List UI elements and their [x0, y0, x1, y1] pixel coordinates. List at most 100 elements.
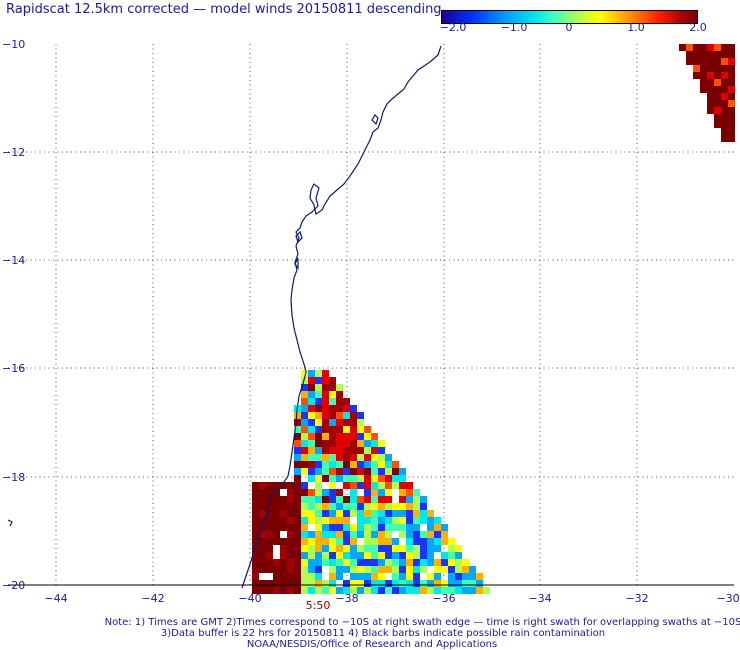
wind-cell — [385, 545, 392, 552]
wind-cell — [434, 559, 441, 566]
wind-cell — [259, 587, 266, 594]
wind-cell — [343, 440, 350, 447]
wind-cell — [343, 398, 350, 405]
wind-cell — [280, 482, 287, 489]
wind-cell — [364, 566, 371, 573]
wind-cell — [350, 496, 357, 503]
wind-cell — [357, 503, 364, 510]
wind-cell — [294, 419, 301, 426]
wind-cell — [350, 440, 357, 447]
wind-cell — [392, 552, 399, 559]
wind-cell — [679, 44, 686, 51]
wind-cell — [266, 524, 273, 531]
wind-cell — [406, 524, 413, 531]
wind-cell — [287, 538, 294, 545]
wind-cell — [329, 461, 336, 468]
wind-cell — [406, 580, 413, 587]
wind-cell — [252, 482, 259, 489]
wind-cell — [343, 552, 350, 559]
wind-cell — [364, 503, 371, 510]
wind-cell — [308, 461, 315, 468]
wind-cell — [350, 482, 357, 489]
wind-cell — [399, 580, 406, 587]
wind-cell — [301, 454, 308, 461]
wind-cell — [728, 44, 735, 51]
wind-cell — [420, 545, 427, 552]
wind-cell — [350, 545, 357, 552]
wind-cell — [336, 433, 343, 440]
wind-cell — [364, 440, 371, 447]
wind-cell — [399, 552, 406, 559]
wind-cell — [371, 545, 378, 552]
wind-cell — [448, 545, 455, 552]
wind-cell — [329, 384, 336, 391]
wind-cell — [294, 524, 301, 531]
wind-cell — [329, 510, 336, 517]
wind-cell — [385, 475, 392, 482]
wind-cell — [707, 58, 714, 65]
wind-cell — [350, 503, 357, 510]
wind-cell — [287, 559, 294, 566]
wind-cell — [280, 559, 287, 566]
wind-cell — [308, 552, 315, 559]
wind-cell — [448, 587, 455, 594]
wind-cell — [721, 58, 728, 65]
wind-cell — [343, 447, 350, 454]
wind-cell — [385, 510, 392, 517]
wind-cell — [322, 503, 329, 510]
wind-cell — [350, 566, 357, 573]
wind-cell — [427, 552, 434, 559]
wind-cell — [273, 573, 280, 580]
wind-cell — [357, 454, 364, 461]
wind-cell — [294, 510, 301, 517]
wind-cell — [301, 433, 308, 440]
wind-cell — [336, 398, 343, 405]
wind-cell — [406, 566, 413, 573]
wind-cell — [350, 587, 357, 594]
x-tick-42: −42 — [141, 592, 164, 605]
wind-cell — [420, 496, 427, 503]
wind-cell — [448, 538, 455, 545]
wind-cell — [308, 538, 315, 545]
x-axis-labels: −44 −42 −40 −38 −36 −34 −32 −30 — [44, 592, 739, 605]
wind-cell — [315, 384, 322, 391]
wind-cell — [371, 587, 378, 594]
wind-cell — [364, 538, 371, 545]
wind-cell — [259, 510, 266, 517]
wind-cell — [420, 580, 427, 587]
wind-cell — [378, 531, 385, 538]
wind-cell — [315, 419, 322, 426]
wind-cell — [280, 524, 287, 531]
wind-cell — [413, 559, 420, 566]
wind-cell — [371, 482, 378, 489]
wind-cell — [294, 573, 301, 580]
wind-cell — [301, 573, 308, 580]
wind-cell — [329, 468, 336, 475]
wind-cell — [385, 468, 392, 475]
wind-cell — [287, 524, 294, 531]
wind-cell — [371, 475, 378, 482]
wind-cell — [413, 538, 420, 545]
wind-cell — [686, 44, 693, 51]
wind-cell — [315, 454, 322, 461]
wind-cell — [350, 573, 357, 580]
wind-cell — [420, 559, 427, 566]
wind-cell — [350, 468, 357, 475]
wind-cell — [378, 580, 385, 587]
wind-cell — [406, 482, 413, 489]
wind-cell — [343, 426, 350, 433]
wind-cell — [329, 475, 336, 482]
wind-cell — [308, 587, 315, 594]
wind-cell — [378, 503, 385, 510]
wind-cell — [336, 440, 343, 447]
wind-cell — [329, 587, 336, 594]
wind-cell — [420, 503, 427, 510]
colorbar-label-neg1: −1.0 — [500, 21, 528, 34]
wind-cell — [336, 384, 343, 391]
wind-cell — [315, 503, 322, 510]
wind-cell — [315, 426, 322, 433]
wind-cell — [315, 552, 322, 559]
wind-cell — [371, 440, 378, 447]
wind-cell — [357, 412, 364, 419]
wind-cell — [357, 545, 364, 552]
